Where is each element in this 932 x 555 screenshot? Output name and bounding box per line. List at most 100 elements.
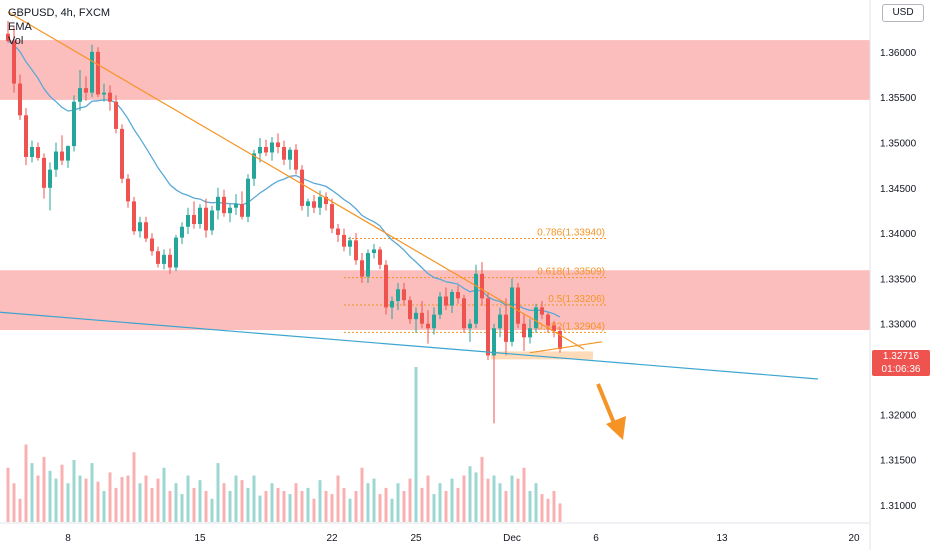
volume-bar: [138, 483, 142, 522]
volume-bar: [498, 483, 502, 522]
candle-body: [546, 314, 550, 326]
volume-bar: [66, 483, 70, 522]
candle-body: [432, 314, 436, 329]
candle-body: [294, 149, 298, 170]
volume-bar: [36, 475, 40, 522]
volume-bar: [360, 467, 364, 522]
volume-bar: [132, 452, 136, 522]
y-tick-label: 1.32000: [880, 410, 917, 421]
volume-bar: [492, 475, 496, 522]
volume-bar: [540, 494, 544, 522]
currency-button[interactable]: USD: [882, 4, 924, 22]
volume-bar: [420, 487, 424, 522]
candle-body: [156, 251, 160, 264]
y-tick-label: 1.33000: [880, 320, 917, 331]
x-tick-label: 13: [716, 533, 728, 544]
volume-bar: [300, 491, 304, 522]
volume-bar: [186, 475, 190, 522]
candle-body: [438, 296, 442, 315]
volume-bar: [54, 478, 58, 522]
volume-bar: [168, 491, 172, 522]
candle-body: [204, 207, 208, 231]
volume-bar: [198, 480, 202, 522]
candle-body: [354, 240, 358, 261]
candle-body: [72, 101, 76, 147]
volume-bar: [510, 475, 514, 522]
volume-bar: [90, 463, 94, 522]
ema-line: [7, 40, 561, 318]
y-tick-label: 1.34000: [880, 229, 917, 240]
candle-body: [48, 169, 52, 188]
resistance-zone: [0, 40, 870, 100]
volume-bar: [324, 491, 328, 522]
volume-indicator-label[interactable]: Vol: [8, 35, 24, 47]
volume-bar: [390, 498, 394, 522]
y-tick-label: 1.34500: [880, 184, 917, 195]
candle-body: [528, 328, 532, 338]
symbol-title[interactable]: GBPUSD, 4h, FXCM: [8, 7, 111, 19]
x-tick-label: 20: [848, 533, 860, 544]
chart-legend: GBPUSD, 4h, FXCM EMA Vol: [8, 6, 110, 48]
volume-bar: [222, 483, 226, 522]
volume-bar: [114, 487, 118, 522]
volume-bar: [408, 478, 412, 522]
candle-body: [336, 228, 340, 235]
volume-bar: [234, 475, 238, 522]
candle-body: [408, 300, 412, 320]
volume-bar: [258, 495, 262, 522]
candle-body: [324, 196, 328, 205]
projection-arrow-head: [606, 416, 626, 440]
candle-body: [30, 147, 34, 157]
volume-bar: [384, 487, 388, 522]
volume-bar: [96, 481, 100, 522]
volume-bar: [228, 491, 232, 522]
y-tick-label: 1.31000: [880, 501, 917, 512]
candle-body: [102, 92, 106, 95]
candle-body: [36, 147, 40, 158]
volume-bar: [204, 491, 208, 522]
volume-bar: [348, 498, 352, 522]
candle-body: [186, 214, 190, 227]
candle-body: [258, 147, 262, 154]
candle-body: [522, 323, 526, 338]
candle-body: [252, 153, 256, 179]
volume-bar: [468, 466, 472, 522]
volume-bar: [60, 464, 64, 522]
candle-body: [402, 289, 406, 301]
volume-bar: [486, 478, 490, 522]
orange-trendline: [7, 11, 585, 350]
volume-bar: [30, 463, 34, 522]
candle-body: [474, 273, 478, 324]
volume-bar: [270, 483, 274, 522]
volume-bar: [432, 494, 436, 522]
candle-body: [498, 314, 502, 329]
candle-body: [552, 325, 556, 331]
candle-body: [360, 260, 364, 277]
candle-body: [78, 88, 82, 102]
last-price-tag: 1.32716 01:06:36: [872, 350, 930, 376]
volume-bar: [252, 475, 256, 522]
volume-bar: [42, 456, 46, 522]
candle-body: [444, 296, 448, 306]
volume-bar: [120, 477, 124, 522]
candle-body: [6, 33, 10, 41]
candle-body: [282, 147, 286, 160]
candle-body: [18, 83, 22, 116]
volume-bar: [6, 467, 10, 522]
volume-bar: [72, 460, 76, 522]
candle-body: [516, 287, 520, 324]
volume-bar: [342, 487, 346, 522]
volume-bar: [546, 498, 550, 522]
candle-body: [96, 51, 100, 95]
candle-body: [228, 207, 232, 214]
volume-bar: [552, 491, 556, 522]
fib-level-label: 0.786(1.33940): [537, 228, 605, 239]
volume-bar: [462, 475, 466, 522]
ema-indicator-label[interactable]: EMA: [8, 21, 32, 33]
candle-body: [372, 249, 376, 254]
volume-bar: [444, 491, 448, 522]
candle-body: [396, 289, 400, 302]
y-tick-label: 1.35500: [880, 93, 917, 104]
volume-bar: [450, 478, 454, 522]
